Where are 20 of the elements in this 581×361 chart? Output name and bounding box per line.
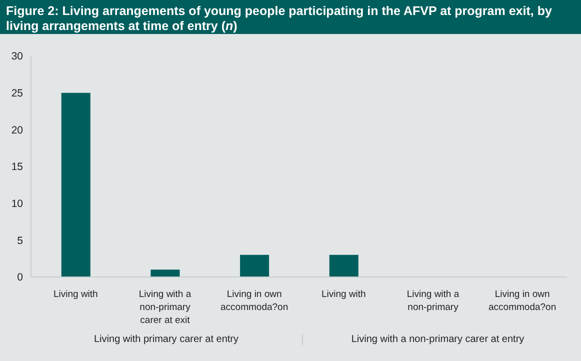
- chart-title: Figure 2: Living arrangements of young people participating in the AFVP at program exit, by living arrangements at time of entry (n): [6, 4, 552, 33]
- x-tick-label: Living in own accommoda?on: [220, 289, 288, 313]
- x-tick-label: Living with a non-primary carer at exit: [138, 289, 192, 326]
- x-tick-label: Living with a non-primary: [406, 289, 460, 313]
- y-tick-label: 25: [11, 88, 24, 100]
- text: Living with a non-primary carer at entry: [302, 334, 573, 345]
- y-tick-label: 0: [17, 272, 24, 284]
- y-tick-label: 10: [11, 198, 24, 210]
- x-tick-label: Living in own accommoda?on: [488, 289, 556, 313]
- bar: [150, 270, 180, 277]
- y-tick-label: 15: [11, 161, 24, 174]
- y-tick-label: 5: [17, 234, 24, 247]
- text: Living with primary carer at entry: [93, 334, 240, 345]
- bar: [61, 92, 90, 277]
- y-tick-label: 30: [11, 50, 24, 63]
- x-tick-label: Living with: [53, 289, 98, 300]
- bar: [329, 254, 358, 277]
- y-tick-label: 20: [11, 124, 24, 136]
- x-tick-label: Living with: [321, 289, 366, 300]
- bar: [240, 254, 270, 277]
